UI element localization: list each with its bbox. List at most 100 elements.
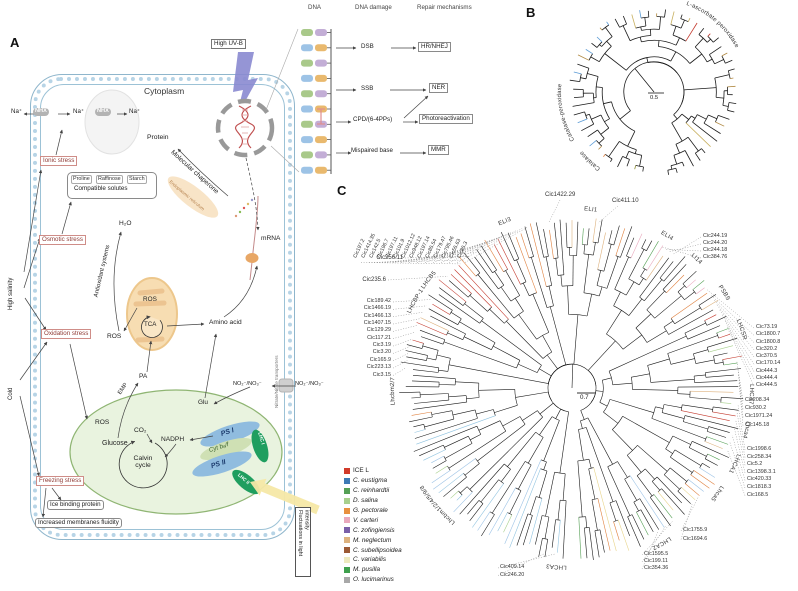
- tree-callout-label: Cic1422.29: [545, 192, 576, 198]
- tree-leaf-label: Cic384.76: [703, 254, 728, 260]
- tree-leaf-label: Cic170.14: [756, 360, 781, 367]
- gene-family-arc-label: Lhcbm2/7: [390, 377, 397, 406]
- legend-swatch: [344, 576, 350, 583]
- ros-mito-label: ROS: [143, 296, 157, 303]
- gene-family-arc-label: Lhca5: [709, 484, 724, 502]
- dsb-label: DSB: [361, 43, 374, 50]
- dna-damage-header: DNA damage: [355, 4, 392, 11]
- high-salinity-label: High salinity: [8, 277, 14, 310]
- raffinose-label: Raffinose: [96, 175, 123, 184]
- mispaired-label: Mispaired base: [351, 147, 393, 154]
- photoreactivation-box: Photoreactivation: [419, 114, 473, 125]
- tree-leaf-label: Cic258.34: [747, 453, 772, 460]
- gene-family-arc-label: ELI4: [660, 230, 675, 242]
- proline-label: Proline: [71, 175, 92, 184]
- gene-family-arc-label: PSBS: [717, 284, 731, 302]
- nadph-label: NADPH: [161, 436, 185, 443]
- legend-label: G. pectorale: [353, 507, 388, 514]
- legend-label: C. variabilis: [353, 556, 387, 564]
- legend-swatch: [344, 507, 350, 514]
- fluctuations-line2: in light intensity: [297, 510, 310, 557]
- cold-label: Cold: [8, 387, 14, 400]
- mrna-label: mRNA: [261, 235, 281, 242]
- tree-leaf-label: Cic354.36: [644, 565, 669, 571]
- legend-swatch: [344, 527, 350, 534]
- oxidation-stress-label: Oxidation stress: [41, 329, 92, 340]
- cytoplasm-label: Cytoplasm: [144, 86, 185, 96]
- legend-label: D. salina: [353, 497, 378, 505]
- panel-a-label: A: [10, 35, 20, 50]
- legend-label: O. lucimarinus: [353, 576, 394, 584]
- ros-cyto-label: ROS: [107, 333, 122, 340]
- nhx-pump: NHX: [33, 108, 49, 116]
- tree-leaf-label: Cic129.29: [366, 327, 391, 334]
- legend-swatch: [344, 517, 350, 524]
- ionic-stress-label: Ionic stress: [40, 156, 78, 167]
- legend-item: C. reinhardtii: [344, 486, 402, 496]
- tree-leaf-label: Cic117.21: [367, 334, 391, 341]
- osmotic-stress-label: Osmotic stress: [39, 235, 86, 246]
- gene-family-arc-label: Lhcbm1/2/4/5/9/8: [419, 483, 456, 525]
- legend-label: C. eustigma: [353, 477, 388, 485]
- tree-leaf-label: Cic189.42: [366, 298, 391, 304]
- tree-leaf-label: Cic320.2: [756, 345, 778, 352]
- tree-leaf-label: Cic5.2: [747, 461, 763, 468]
- tree-leaf-label: Cic3.15: [372, 371, 391, 378]
- legend-item: O. lucimarinus: [344, 575, 402, 585]
- phylo-tree-b: [569, 9, 737, 175]
- legend-label: M. pusilla: [353, 566, 380, 574]
- gene-family-arc-label: LHCB5: [421, 270, 438, 290]
- legend-swatch: [344, 566, 350, 573]
- legend-item: ICE L: [344, 466, 402, 476]
- tree-leaf-label: Cic409.14: [500, 564, 525, 570]
- tree-leaf-label: Cic1398.3.1: [747, 468, 776, 475]
- cpd-label: CPD/(6-4PPs): [353, 116, 393, 123]
- tree-leaf-label: Cic1466.13: [363, 312, 391, 319]
- ice-binding-label: Ice binding protein: [47, 500, 104, 511]
- tree-leaf-label: Cic1694.6: [683, 535, 708, 542]
- gene-family-arc-label: ELI1: [584, 206, 598, 213]
- dna-strip: [301, 29, 332, 174]
- tree-leaf-label: Cic244.19: [703, 233, 728, 239]
- tree-leaf-label: Cic1818.3: [747, 484, 772, 490]
- tree-leaf-label: Cic244.18: [703, 247, 728, 253]
- tree-leaf-label: Cic1800.7: [756, 331, 781, 338]
- gene-family-arc-label: LHCA2: [651, 535, 672, 551]
- h2o-label: H₂O: [119, 220, 132, 227]
- panel-c-scale: 0.7: [580, 394, 589, 401]
- no2-outer-label: NO₂⁻/NO₃⁻: [295, 381, 324, 387]
- transporters-label: Nitrate/Nitrite transporters: [274, 355, 279, 408]
- tree-callout-label: Cic256.11: [376, 255, 403, 261]
- high-uvb-label: High UV-B: [211, 39, 246, 50]
- pa-label: PA: [139, 373, 148, 380]
- legend-item: G. pectorale: [344, 506, 402, 516]
- tree-leaf-label: Cic73.19: [756, 324, 778, 330]
- tree-leaf-label: Cic199.11: [644, 558, 668, 564]
- na-mid-label: Na⁺: [73, 108, 85, 115]
- tree-leaf-label: Cic444.4: [756, 374, 778, 381]
- compatible-solutes-label: Compatible solutes: [74, 185, 128, 192]
- hrnhej-box: HR/NHEJ: [418, 42, 451, 53]
- tree-leaf-label: Cic1971.24: [745, 413, 773, 420]
- amino-acid-label: Amino acid: [209, 319, 242, 326]
- legend-swatch: [344, 497, 350, 504]
- na-in-label: Na⁺: [129, 108, 141, 115]
- legend-label: C. zofingiensis: [353, 526, 395, 534]
- legend-label: V. carteri: [353, 516, 379, 524]
- legend-swatch: [344, 547, 350, 554]
- legend-item: D. salina: [344, 496, 402, 506]
- protein-label: Protein: [147, 134, 169, 141]
- tree-leaf-label: Cic1800.8: [756, 338, 781, 345]
- legend-item: M. pusilla: [344, 565, 402, 575]
- mmr-box: MMR: [428, 145, 449, 156]
- tree-leaf-label: Cic444.3: [756, 367, 778, 374]
- legend-label: ICE L: [353, 467, 369, 475]
- calvin-cycle-label: Calvin cycle: [133, 455, 153, 470]
- nhx-pump-2: NHX: [95, 108, 111, 116]
- scale-bars: [577, 92, 664, 394]
- tree-leaf-label: Cic1595.5: [644, 551, 669, 557]
- freezing-stress-label: Freezing stress: [36, 476, 85, 487]
- tree-leaf-label: Cic420.33: [747, 476, 772, 483]
- gene-family-arc-label: LHCSR: [735, 319, 748, 342]
